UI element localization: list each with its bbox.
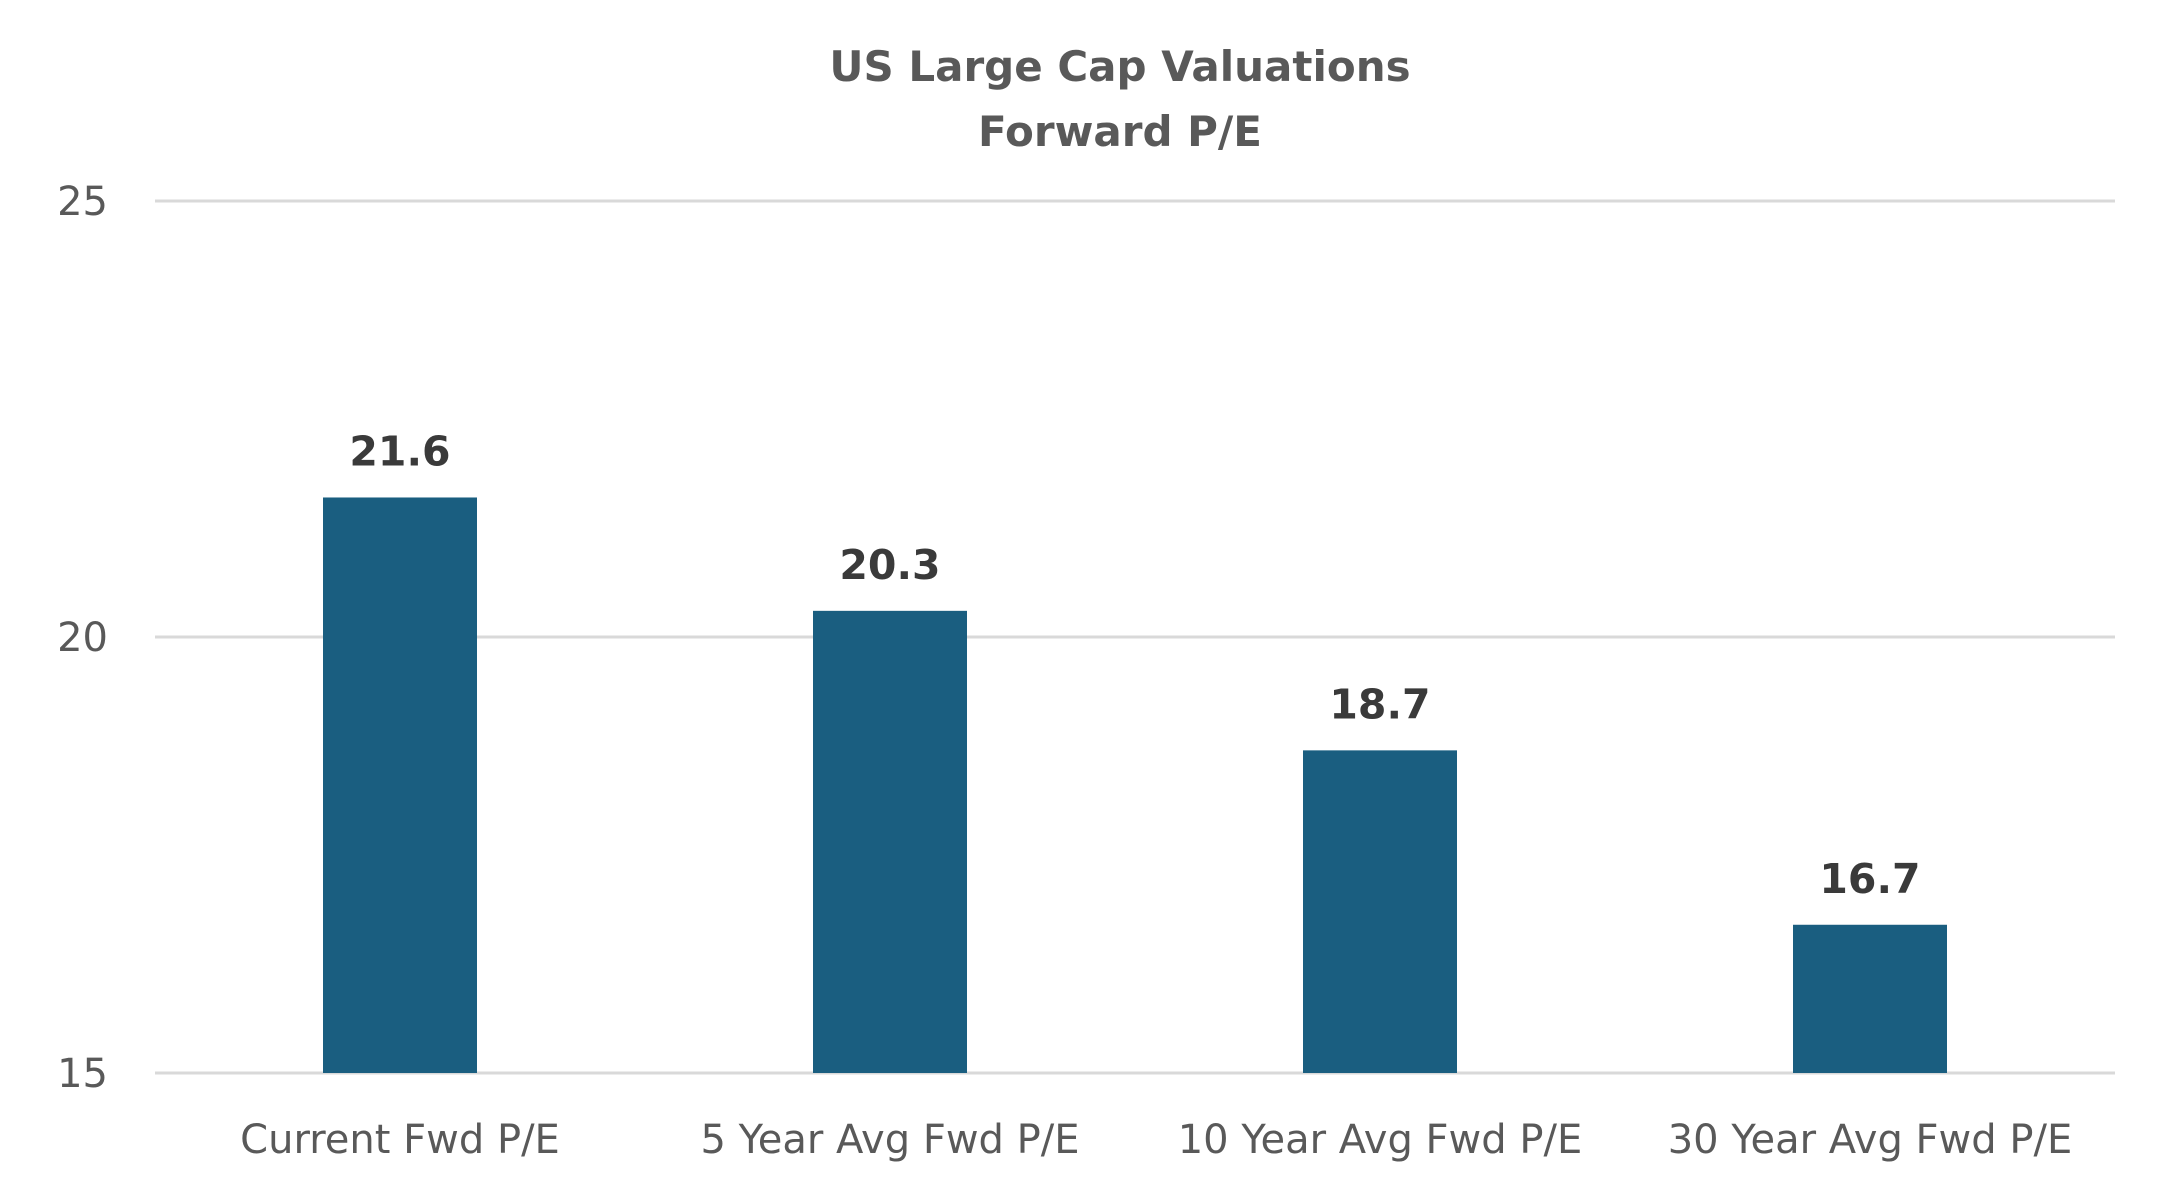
chart-title: US Large Cap Valuations bbox=[829, 42, 1410, 91]
data-label: 16.7 bbox=[1819, 855, 1920, 903]
bars bbox=[323, 497, 1947, 1074]
bar bbox=[1793, 924, 1947, 1073]
data-label: 20.3 bbox=[839, 541, 940, 589]
y-tick-label: 15 bbox=[57, 1051, 108, 1097]
y-tick-label: 20 bbox=[57, 615, 108, 661]
x-tick-label: 5 Year Avg Fwd P/E bbox=[700, 1117, 1079, 1163]
data-label: 21.6 bbox=[349, 427, 450, 475]
chart-subtitle: Forward P/E bbox=[978, 107, 1262, 156]
bar bbox=[813, 610, 967, 1073]
x-tick-label: Current Fwd P/E bbox=[240, 1117, 560, 1163]
data-label: 18.7 bbox=[1329, 680, 1430, 728]
x-tick-label: 10 Year Avg Fwd P/E bbox=[1178, 1117, 1583, 1163]
gridlines bbox=[155, 199, 2115, 1075]
y-axis-ticks: 15 20 25 bbox=[57, 179, 108, 1097]
bar bbox=[1303, 750, 1457, 1073]
y-tick-label: 25 bbox=[57, 179, 108, 225]
x-tick-label: 30 Year Avg Fwd P/E bbox=[1668, 1117, 2073, 1163]
x-axis-labels: Current Fwd P/E 5 Year Avg Fwd P/E 10 Year… bbox=[240, 1117, 2072, 1163]
bar bbox=[323, 497, 477, 1074]
data-labels: 21.6 20.3 18.7 16.7 bbox=[349, 427, 1920, 902]
